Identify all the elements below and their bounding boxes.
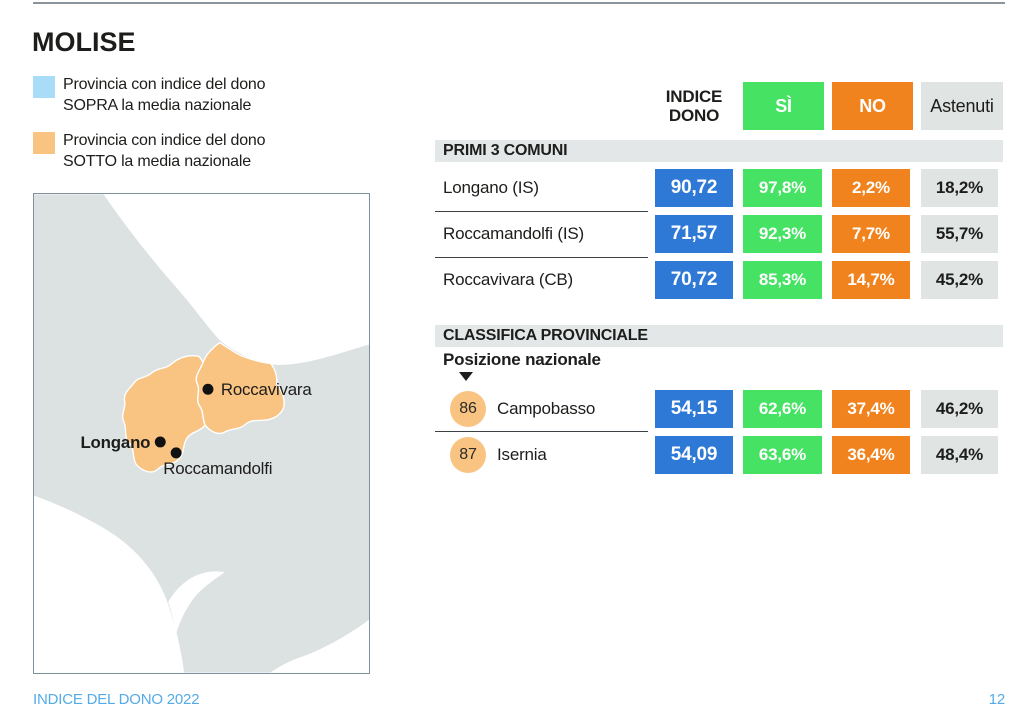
section-header-classifica-provinciale: CLASSIFICA PROVINCIALE xyxy=(435,325,1003,347)
molise-map: Roccavivara Longano Roccamandolfi xyxy=(33,193,370,674)
legend-item-above-average: Provincia con indice del dono SOPRA la m… xyxy=(33,74,363,116)
comune-name: Roccavivara (CB) xyxy=(443,270,573,289)
map-label-roccamandolfi: Roccamandolfi xyxy=(163,459,272,478)
map-label-roccavivara: Roccavivara xyxy=(221,380,312,399)
legend-text-below-average: Provincia con indice del dono SOTTO la m… xyxy=(63,130,363,172)
no-value: 14,7% xyxy=(832,261,910,299)
column-header-indice-dono: INDICE DONO xyxy=(655,82,733,130)
map-sea-southeast xyxy=(270,619,369,673)
indice-line1: INDICE xyxy=(665,87,723,106)
legend-below-line1: Provincia con indice del dono xyxy=(63,132,266,149)
astenuti-value: 46,2% xyxy=(921,390,998,428)
town-dot-roccavivara xyxy=(202,383,214,395)
down-triangle-icon xyxy=(459,372,473,381)
comune-name: Longano (IS) xyxy=(443,178,539,197)
no-value: 2,2% xyxy=(832,169,910,207)
legend-text-above-average: Provincia con indice del dono SOPRA la m… xyxy=(63,74,363,116)
legend-swatch-below-average xyxy=(33,132,55,154)
map-sea-southwest xyxy=(34,495,185,673)
map-sea-bay xyxy=(168,571,225,634)
map-sea-adriatic xyxy=(103,194,369,365)
top-rule xyxy=(33,2,1005,4)
astenuti-value: 18,2% xyxy=(921,169,998,207)
row-separator xyxy=(435,211,648,212)
table-row-roccamandolfi: Roccamandolfi (IS) 71,57 92,3% 7,7% 55,7… xyxy=(435,215,1003,253)
no-value: 7,7% xyxy=(832,215,910,253)
table-row-longano: Longano (IS) 90,72 97,8% 2,2% 18,2% xyxy=(435,169,1003,207)
indice-value: 54,15 xyxy=(655,390,733,428)
province-name: Isernia xyxy=(497,445,547,464)
astenuti-value: 45,2% xyxy=(921,261,998,299)
table-row-isernia: 87 Isernia 54,09 63,6% 36,4% 48,4% xyxy=(435,436,1003,474)
si-value: 92,3% xyxy=(743,215,822,253)
comune-name: Roccamandolfi (IS) xyxy=(443,224,584,243)
section-header-primi-3-comuni: PRIMI 3 COMUNI xyxy=(435,140,1003,162)
si-value: 62,6% xyxy=(743,390,822,428)
data-table: INDICE DONO SÌ NO Astenuti PRIMI 3 COMUN… xyxy=(435,82,1003,512)
legend-item-below-average: Provincia con indice del dono SOTTO la m… xyxy=(33,130,363,172)
legend-above-line2: SOPRA la media nazionale xyxy=(63,97,252,114)
astenuti-value: 55,7% xyxy=(921,215,998,253)
column-header-no: NO xyxy=(832,82,913,130)
si-value: 85,3% xyxy=(743,261,822,299)
table-row-roccavivara: Roccavivara (CB) 70,72 85,3% 14,7% 45,2% xyxy=(435,261,1003,299)
legend-above-line1: Provincia con indice del dono xyxy=(63,76,266,93)
map-svg: Roccavivara Longano Roccamandolfi xyxy=(34,194,369,673)
indice-value: 54,09 xyxy=(655,436,733,474)
province-name: Campobasso xyxy=(497,399,596,418)
national-rank-badge: 87 xyxy=(450,437,486,473)
si-value: 63,6% xyxy=(743,436,822,474)
no-value: 37,4% xyxy=(832,390,910,428)
legend-swatch-above-average xyxy=(33,76,55,98)
indice-line2: DONO xyxy=(668,106,720,125)
si-value: 97,8% xyxy=(743,169,822,207)
no-value: 36,4% xyxy=(832,436,910,474)
footer-report-title: INDICE DEL DONO 2022 xyxy=(33,691,200,708)
footer-page-number: 12 xyxy=(988,691,1006,708)
page-title: MOLISE xyxy=(32,27,136,57)
legend-below-line2: SOTTO la media nazionale xyxy=(63,153,251,170)
map-region-isernia-province xyxy=(121,355,206,473)
map-label-longano: Longano xyxy=(80,433,150,452)
astenuti-value: 48,4% xyxy=(921,436,998,474)
town-dot-longano xyxy=(154,436,166,448)
indice-value: 71,57 xyxy=(655,215,733,253)
row-separator xyxy=(435,431,648,432)
row-separator xyxy=(435,257,648,258)
indice-value: 70,72 xyxy=(655,261,733,299)
column-header-si: SÌ xyxy=(743,82,824,130)
national-rank-badge: 86 xyxy=(450,391,486,427)
indice-value: 90,72 xyxy=(655,169,733,207)
posizione-nazionale-label: Posizione nazionale xyxy=(443,350,601,369)
column-header-astenuti: Astenuti xyxy=(921,82,1003,130)
table-row-campobasso: 86 Campobasso 54,15 62,6% 37,4% 46,2% xyxy=(435,390,1003,428)
town-dot-roccamandolfi xyxy=(170,447,182,459)
